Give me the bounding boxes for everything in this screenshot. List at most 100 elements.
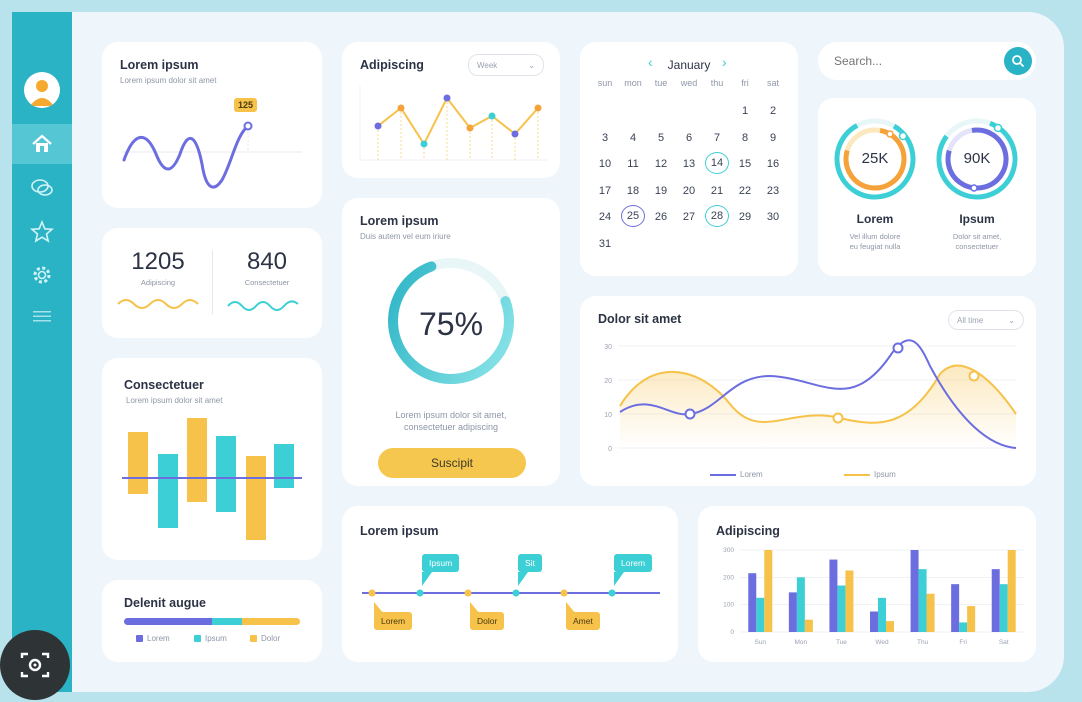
- calendar-day[interactable]: 22: [738, 184, 752, 197]
- calendar-day[interactable]: 24: [598, 211, 612, 223]
- search-input[interactable]: [834, 50, 994, 72]
- bar: [837, 585, 846, 632]
- calendar-day[interactable]: 20: [682, 184, 696, 197]
- sidebar-item-menu[interactable]: [12, 296, 72, 336]
- legend-item: Lorem: [710, 470, 763, 479]
- stat-value: 840: [246, 248, 288, 275]
- calendar-day[interactable]: 3: [601, 131, 609, 144]
- calendar-day[interactable]: 16: [766, 158, 780, 170]
- sparklines: [117, 299, 299, 311]
- calendar-day[interactable]: 26: [654, 211, 668, 223]
- chart-title: Adipiscing: [716, 524, 780, 538]
- calendar-month: January: [667, 58, 711, 72]
- sidebar-item-settings[interactable]: [12, 255, 72, 295]
- lens-button[interactable]: [0, 630, 70, 700]
- search-button[interactable]: [1004, 47, 1032, 75]
- calendar-day[interactable]: 25: [621, 205, 645, 227]
- card-title: Consectetuer: [124, 378, 204, 392]
- timeline-card: Lorem ipsum Ipsum Sit Lorem Lorem Dolor …: [342, 506, 678, 662]
- calendar-day[interactable]: 15: [738, 158, 752, 170]
- week-dropdown[interactable]: Week ⌄: [468, 54, 544, 76]
- sidebar-item-home[interactable]: [12, 124, 72, 164]
- y-tick: 0: [730, 629, 734, 636]
- calendar-day[interactable]: 2: [769, 105, 777, 117]
- calendar-day[interactable]: 19: [654, 184, 668, 197]
- floating-bars-card: Consectetuer Lorem ipsum dolor sit amet: [102, 358, 322, 560]
- chevron-left-icon[interactable]: ‹: [648, 54, 653, 70]
- progress-legend-card: Delenit augue Lorem Ipsum Dolor: [102, 580, 322, 662]
- grouped-bar-chart: 300 200 100 0 Sun Mon Tue Wed Thu Fri Sat: [723, 547, 1024, 646]
- calendar-day[interactable]: 5: [657, 131, 665, 144]
- calendar-day[interactable]: 8: [741, 131, 749, 144]
- card-title: Adipiscing: [360, 58, 424, 72]
- calendar-day[interactable]: 27: [682, 211, 696, 223]
- calendar-day[interactable]: 9: [769, 131, 777, 144]
- gear-icon: [33, 266, 51, 284]
- ring-chart-lorem: [834, 118, 916, 200]
- legend-item: Ipsum: [844, 470, 896, 479]
- legend-item: Ipsum: [194, 634, 227, 643]
- x-tick: Fri: [959, 639, 967, 646]
- search-bar[interactable]: [818, 42, 1036, 80]
- avatar[interactable]: [24, 72, 60, 108]
- calendar-day[interactable]: 13: [682, 158, 696, 170]
- timeline-tag: Lorem: [614, 554, 653, 572]
- calendar-day[interactable]: 10: [598, 158, 612, 170]
- calendar-day[interactable]: 12: [654, 158, 668, 170]
- calendar-day[interactable]: 17: [598, 184, 612, 197]
- card-title: Lorem ipsum: [120, 58, 199, 72]
- value-badge: 125: [234, 98, 258, 112]
- donut-text: consectetuer adipiscing: [403, 422, 499, 432]
- calendar-day[interactable]: 23: [766, 184, 780, 197]
- timeline-chart: [362, 572, 660, 614]
- floating-bars-chart: [122, 418, 302, 540]
- ring-desc: eu feugiat nulla: [849, 242, 901, 251]
- bar: [991, 569, 1000, 632]
- calendar-day[interactable]: 11: [627, 158, 639, 170]
- calendar-day[interactable]: 4: [629, 131, 637, 144]
- bar: [748, 573, 757, 632]
- bar: [756, 597, 765, 632]
- bar: [918, 569, 927, 632]
- bar: [999, 584, 1008, 632]
- y-tick: 200: [723, 574, 734, 581]
- chart-title: Dolor sit amet: [598, 312, 682, 326]
- grouped-bar-card: Adipiscing 300 200 100 0 Sun Mon Tue Wed Thu Fri S…: [698, 506, 1036, 662]
- card-subtitle: Duis autem vel eum iriure: [360, 232, 451, 241]
- stat-value: 1205: [131, 248, 185, 275]
- menu-icon: [33, 311, 51, 322]
- calendar-day[interactable]: 28: [705, 205, 729, 227]
- camera-search-icon: [20, 652, 50, 678]
- calendar-day[interactable]: 14: [705, 152, 729, 174]
- weekly-line-card: Adipiscing Week ⌄: [342, 42, 560, 178]
- sidebar-item-favorites[interactable]: [12, 212, 72, 252]
- calendar-day[interactable]: 29: [738, 211, 752, 223]
- dashboard-frame: Lorem ipsum Lorem ipsum dolor sit amet 1…: [12, 12, 1064, 692]
- calendar-day[interactable]: 21: [710, 184, 724, 197]
- wave-card: Lorem ipsum Lorem ipsum dolor sit amet 1…: [102, 42, 322, 208]
- sidebar-item-messages[interactable]: [12, 168, 72, 208]
- weekday-label: tue: [654, 78, 668, 88]
- ring-value: 25K: [861, 150, 889, 167]
- stat-label: Adipiscing: [140, 278, 176, 287]
- chat-icon: [31, 179, 53, 196]
- calendar-day[interactable]: 18: [626, 184, 640, 197]
- y-tick: 100: [723, 602, 734, 609]
- dropdown-label: All time: [957, 315, 984, 325]
- rings-card: 25K 90K Lorem Ipsum Vel illum dolore eu …: [818, 98, 1036, 276]
- calendar-day[interactable]: 1: [741, 105, 749, 117]
- time-range-dropdown[interactable]: All time ⌄: [948, 310, 1024, 330]
- timeline-tag: Lorem: [374, 612, 413, 630]
- calendar-day[interactable]: 31: [598, 237, 612, 250]
- calendar-day[interactable]: 6: [685, 131, 693, 144]
- suscipit-button[interactable]: Suscipit: [378, 448, 526, 478]
- calendar-day[interactable]: 7: [713, 131, 721, 144]
- timeline-tag: Dolor: [470, 612, 505, 630]
- calendar-day[interactable]: 30: [766, 211, 780, 223]
- ring-desc: Dolor sit amet,: [952, 232, 1002, 241]
- timeline-tag: Sit: [518, 554, 542, 572]
- y-tick: 0: [608, 446, 612, 453]
- donut-progress-arc: [388, 258, 514, 384]
- chevron-right-icon[interactable]: ›: [722, 54, 727, 70]
- x-tick: Wed: [875, 639, 889, 646]
